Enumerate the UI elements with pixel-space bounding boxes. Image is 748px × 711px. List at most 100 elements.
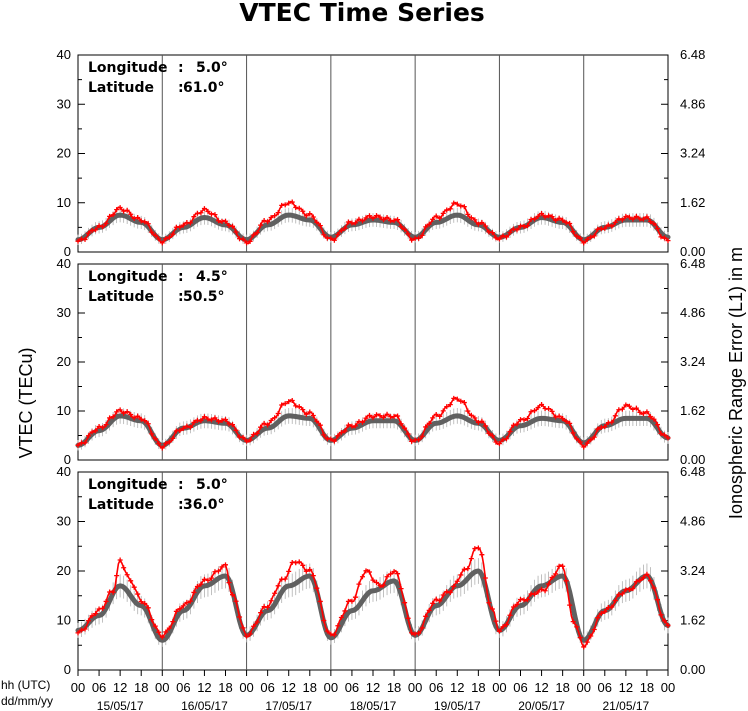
measured-point <box>352 594 358 600</box>
measured-point <box>265 422 271 428</box>
measured-point <box>633 579 639 585</box>
measured-point <box>128 211 134 217</box>
x-tick-label: 06 <box>260 680 274 695</box>
measured-point <box>468 215 474 221</box>
measured-point <box>279 402 285 408</box>
measured-point <box>317 422 323 428</box>
measured-point <box>331 632 337 638</box>
measured-point <box>215 218 221 224</box>
measured-point <box>187 598 193 604</box>
measured-point <box>623 402 629 408</box>
x-tick-label: 06 <box>176 680 190 695</box>
measured-point <box>626 214 632 220</box>
measured-point <box>138 416 144 422</box>
measured-point <box>395 571 401 577</box>
measured-point <box>447 402 453 408</box>
measured-point <box>166 439 172 445</box>
measured-point <box>121 565 127 571</box>
measured-point <box>223 417 228 423</box>
measured-point <box>588 234 594 240</box>
measured-point <box>402 600 408 606</box>
measured-point <box>458 572 464 578</box>
measured-point <box>468 556 474 562</box>
measured-point <box>180 425 186 431</box>
measured-point <box>208 417 214 423</box>
y-tick-label-right: 1.62 <box>680 613 705 628</box>
measured-point <box>230 422 236 428</box>
measured-point <box>419 433 425 439</box>
measured-point <box>546 406 552 412</box>
measured-point <box>107 415 113 421</box>
latitude-value: 50.5° <box>183 289 225 305</box>
measured-point <box>93 428 99 434</box>
measured-point <box>503 436 509 442</box>
measured-point <box>500 233 506 239</box>
measured-point <box>437 215 443 221</box>
measured-point <box>201 576 207 582</box>
measured-point <box>584 440 590 446</box>
measured-point <box>500 624 506 630</box>
latitude-separator: : <box>178 80 184 96</box>
measured-point <box>265 219 271 225</box>
measured-point <box>145 421 151 427</box>
longitude-label: Longitude <box>88 269 168 285</box>
measured-point <box>121 208 127 214</box>
x-tick-label: 06 <box>345 680 359 695</box>
measured-point <box>391 218 397 224</box>
measured-point <box>507 230 513 236</box>
measured-point <box>377 413 383 419</box>
measured-point <box>124 572 130 578</box>
x-tick-label: 18 <box>134 680 148 695</box>
measured-point <box>444 404 450 410</box>
measured-point <box>591 627 597 633</box>
measured-point <box>328 235 334 241</box>
date-label: 16/05/17 <box>181 699 228 711</box>
x-axis: 00 06 12 18 15/05/17 00 06 12 18 16/05/17 00 06 12 18… <box>71 670 675 711</box>
measured-point <box>286 200 292 206</box>
measured-point <box>163 236 169 242</box>
measured-point <box>205 208 211 214</box>
measured-point <box>489 230 495 236</box>
measured-point <box>430 415 436 421</box>
measured-point <box>135 413 141 419</box>
measured-point <box>444 589 450 595</box>
measured-point <box>398 421 404 427</box>
measured-point <box>145 605 151 611</box>
measured-point <box>363 568 369 574</box>
y-tick-label-left: 10 <box>57 613 71 628</box>
y-tick-label-right: 4.86 <box>680 514 705 529</box>
measured-point <box>503 234 509 240</box>
measured-point <box>416 437 422 443</box>
y-tick-label-left: 40 <box>57 47 71 62</box>
measured-point <box>602 424 608 430</box>
measured-point <box>212 212 218 218</box>
measured-point <box>366 412 372 418</box>
measured-point <box>159 634 165 640</box>
y-tick-label-left: 10 <box>57 403 71 418</box>
measured-point <box>268 215 274 221</box>
measured-point <box>363 215 369 221</box>
measured-point <box>328 631 334 637</box>
measured-point <box>451 395 457 401</box>
measured-point <box>254 430 260 436</box>
measured-point <box>384 214 390 220</box>
measured-point <box>581 240 587 246</box>
y-tick-label-left: 0 <box>64 244 71 259</box>
measured-point <box>609 223 615 229</box>
location-info: Longitude:4.5°Latitude:50.5° <box>88 269 228 305</box>
measured-point <box>117 557 123 563</box>
measured-point <box>482 575 488 581</box>
measured-point <box>338 430 344 436</box>
measured-point <box>630 586 636 592</box>
date-label: 19/05/17 <box>434 699 481 711</box>
measured-point <box>156 629 162 635</box>
measured-point <box>233 427 239 433</box>
measured-point <box>661 432 667 438</box>
measured-point <box>254 230 260 236</box>
measured-point <box>142 601 148 607</box>
measured-point <box>609 419 615 425</box>
measured-point <box>570 619 576 625</box>
measured-point <box>542 588 548 594</box>
measured-point <box>240 625 246 631</box>
measured-point <box>114 573 120 579</box>
